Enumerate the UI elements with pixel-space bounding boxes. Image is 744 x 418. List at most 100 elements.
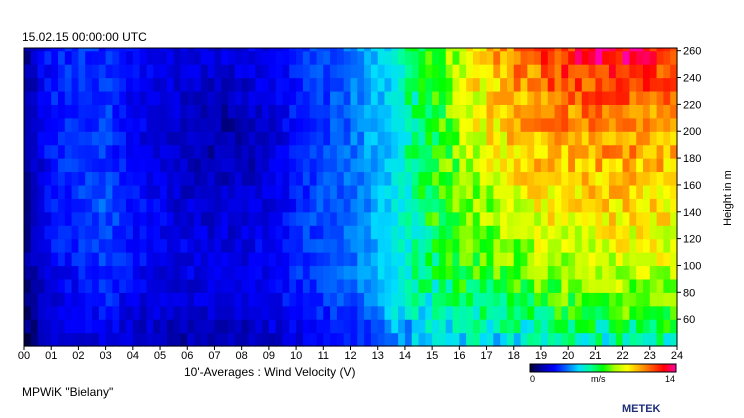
heatmap-cell — [282, 48, 290, 52]
heatmap-cell — [58, 77, 66, 92]
heatmap-cell — [316, 158, 324, 173]
heatmap-cell — [554, 265, 562, 280]
heatmap-cell — [241, 48, 250, 52]
heatmap-cell — [85, 77, 93, 92]
heatmap-cell — [506, 265, 515, 280]
heatmap-cell — [173, 158, 182, 173]
heatmap-cell — [112, 64, 120, 79]
heatmap-cell — [459, 184, 467, 199]
heatmap-cell — [581, 117, 590, 132]
heatmap-cell — [262, 265, 270, 280]
heatmap-cell — [554, 225, 562, 240]
heatmap-cell — [37, 48, 45, 52]
heatmap-cell — [187, 77, 195, 92]
heatmap-cell — [78, 332, 86, 347]
heatmap-cell — [568, 64, 576, 79]
heatmap-cell — [85, 48, 93, 52]
heatmap-cell — [656, 48, 664, 52]
colorbar-step — [599, 364, 601, 372]
heatmap-cell — [289, 144, 297, 159]
heatmap-cell — [126, 64, 134, 79]
heatmap-cell — [670, 50, 678, 65]
heatmap-cell — [656, 198, 664, 213]
heatmap-cell — [200, 292, 209, 307]
heatmap-cell — [411, 252, 420, 267]
heatmap-cell — [173, 265, 182, 280]
heatmap-cell — [411, 77, 420, 92]
heatmap-cell — [268, 104, 277, 119]
heatmap-cell — [37, 158, 45, 173]
heatmap-cell — [425, 305, 433, 320]
heatmap-cell — [540, 265, 549, 280]
heatmap-cell — [452, 211, 460, 226]
heatmap-cell — [343, 225, 352, 240]
heatmap-cell — [588, 77, 596, 92]
colorbar-step — [660, 364, 662, 372]
heatmap-cell — [574, 117, 583, 132]
heatmap-cell — [608, 225, 617, 240]
heatmap-cell — [289, 252, 297, 267]
heatmap-cell — [663, 117, 671, 132]
heatmap-cell — [336, 238, 345, 253]
heatmap-cell — [602, 184, 610, 199]
heatmap-cell — [166, 198, 175, 213]
heatmap-cell — [486, 144, 494, 159]
heatmap-cell — [466, 171, 474, 186]
colorbar-step — [592, 364, 594, 372]
heatmap-cell — [166, 332, 175, 347]
heatmap-cell — [432, 252, 440, 267]
heatmap-cell — [432, 90, 440, 105]
heatmap-cell — [268, 225, 277, 240]
heatmap-cell — [384, 117, 392, 132]
heatmap-cell — [384, 144, 392, 159]
heatmap-cell — [615, 158, 624, 173]
heatmap-cell — [221, 144, 229, 159]
heatmap-cell — [255, 211, 263, 226]
heatmap-cell — [112, 171, 120, 186]
colorbar-step — [627, 364, 629, 372]
heatmap-cell — [30, 184, 39, 199]
heatmap-cell — [98, 211, 107, 226]
heatmap-cell — [146, 64, 154, 79]
heatmap-cell — [670, 48, 678, 52]
heatmap-cell — [438, 211, 447, 226]
heatmap-cell — [98, 252, 107, 267]
heatmap-cell — [85, 252, 93, 267]
heatmap-cell — [547, 131, 556, 146]
heatmap-cell — [670, 90, 678, 105]
heatmap-cell — [119, 90, 127, 105]
heatmap-cell — [547, 64, 556, 79]
heatmap-cell — [527, 332, 535, 347]
heatmap-cell — [323, 211, 331, 226]
heatmap-cell — [411, 292, 420, 307]
heatmap-cell — [642, 252, 651, 267]
heatmap-cell — [105, 131, 114, 146]
heatmap-cell — [228, 184, 236, 199]
heatmap-cell — [479, 64, 488, 79]
heatmap-cell — [629, 211, 637, 226]
heatmap-cell — [534, 211, 542, 226]
heatmap-cell — [71, 171, 80, 186]
heatmap-cell — [64, 292, 73, 307]
colorbar-step — [548, 364, 550, 372]
heatmap-cell — [248, 252, 256, 267]
heatmap-cell — [642, 319, 651, 334]
heatmap-cell — [432, 198, 440, 213]
heatmap-cell — [194, 265, 202, 280]
heatmap-cell — [255, 90, 263, 105]
heatmap-cell — [568, 198, 576, 213]
heatmap-cell — [173, 171, 182, 186]
heatmap-cell — [438, 77, 447, 92]
heatmap-cell — [391, 252, 399, 267]
heatmap-cell — [377, 252, 386, 267]
heatmap-cell — [146, 332, 154, 347]
heatmap-cell — [64, 48, 73, 52]
heatmap-cell — [608, 278, 617, 293]
heatmap-cell — [180, 131, 188, 146]
heatmap-cell — [486, 90, 494, 105]
heatmap-cell — [350, 319, 358, 334]
x-tick-label: 10 — [290, 350, 302, 362]
heatmap-cell — [200, 184, 209, 199]
heatmap-cell — [112, 238, 120, 253]
heatmap-cell — [119, 48, 127, 52]
